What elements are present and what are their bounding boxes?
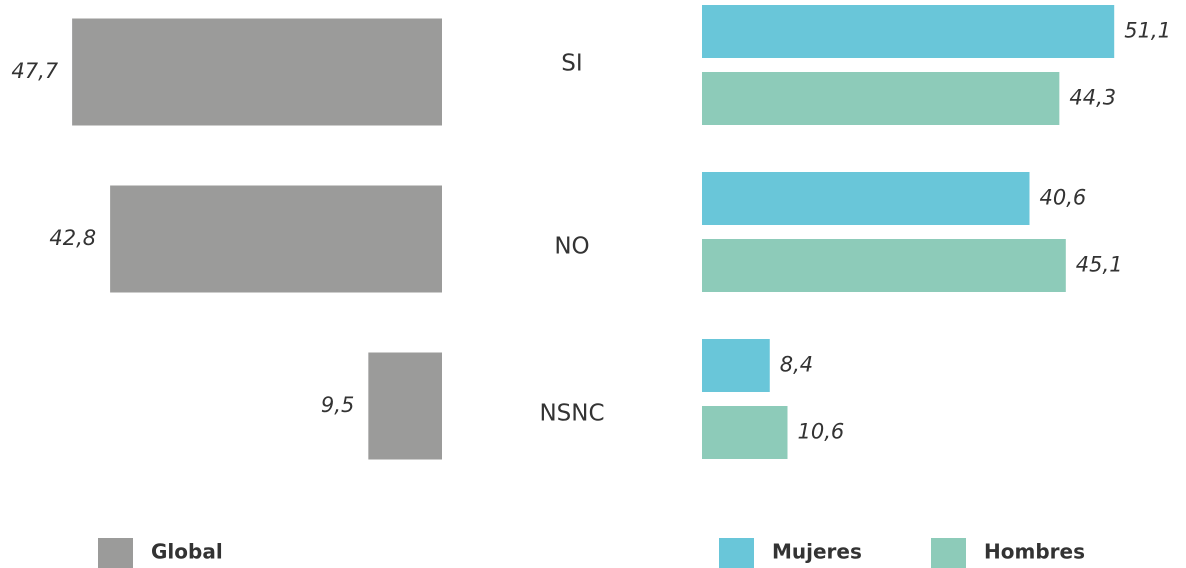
value-label: 8,4 xyxy=(780,353,813,377)
legend-swatch xyxy=(931,538,966,568)
value-label: 51,1 xyxy=(1124,19,1171,43)
bar xyxy=(702,172,1030,225)
category-label: SI xyxy=(561,51,582,77)
category-label: NSNC xyxy=(539,401,604,427)
legend-swatch xyxy=(719,538,754,568)
value-label: 47,7 xyxy=(11,59,58,83)
legend-swatch xyxy=(98,538,133,568)
value-label: 45,1 xyxy=(1076,253,1123,277)
value-label: 40,6 xyxy=(1040,186,1087,210)
value-label: 42,8 xyxy=(49,226,96,250)
bar xyxy=(110,185,443,293)
legend-label: Global xyxy=(151,540,223,564)
bar xyxy=(702,5,1115,58)
bar xyxy=(702,72,1060,125)
legend-label: Mujeres xyxy=(772,540,862,564)
value-label: 44,3 xyxy=(1069,86,1116,110)
bar xyxy=(702,239,1066,292)
legend-label: Hombres xyxy=(984,540,1085,564)
value-label: 9,5 xyxy=(321,393,354,417)
bar xyxy=(368,352,442,460)
value-label: 10,6 xyxy=(798,420,845,444)
bar xyxy=(702,339,770,392)
bar xyxy=(72,18,443,126)
bar xyxy=(702,406,788,459)
category-label: NO xyxy=(554,234,589,260)
